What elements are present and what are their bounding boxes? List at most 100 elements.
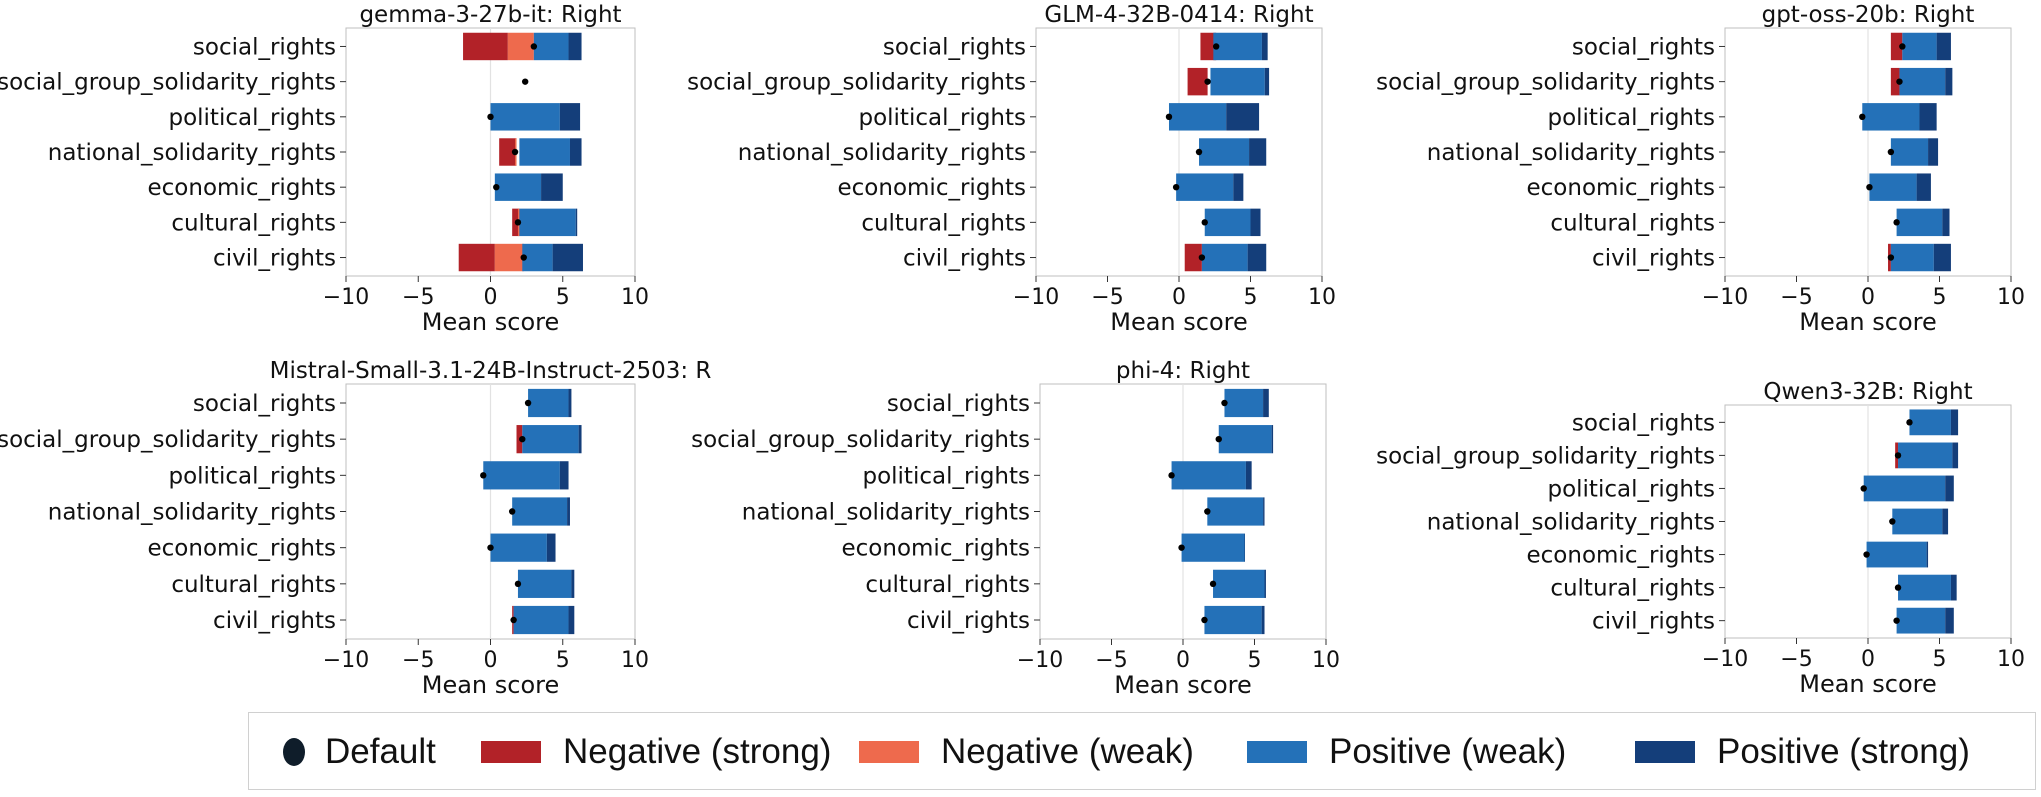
bar-positive-weak bbox=[1207, 497, 1264, 526]
legend-label-negative-strong: Negative (strong) bbox=[563, 732, 832, 771]
bar-positive-weak bbox=[533, 32, 569, 61]
default-point bbox=[510, 616, 517, 624]
default-point bbox=[1893, 617, 1900, 624]
bar-positive-strong bbox=[1263, 388, 1269, 418]
legend-label-negative-weak: Negative (weak) bbox=[941, 732, 1194, 771]
x-axis-label: Mean score bbox=[422, 308, 560, 336]
category-tick-label: social_group_solidarity_rights bbox=[0, 70, 336, 96]
category-tick-label: civil_rights bbox=[1592, 246, 1715, 272]
bar-positive-strong bbox=[1919, 103, 1937, 131]
bar-positive-strong bbox=[569, 138, 582, 166]
category-tick-label: social_rights bbox=[193, 34, 336, 60]
legend-item-positive-strong: Positive (strong) bbox=[1635, 713, 1970, 791]
bar-positive-weak bbox=[512, 497, 568, 526]
category-tick-label: political_rights bbox=[1547, 105, 1715, 131]
negative-strong-swatch bbox=[481, 741, 541, 763]
x-tick-label: 0 bbox=[1172, 285, 1186, 310]
chart-title: gpt-oss-20b: Right bbox=[1762, 2, 1975, 28]
bar-positive-weak bbox=[1890, 243, 1934, 272]
bar-positive-strong bbox=[559, 461, 569, 490]
bar-positive-strong bbox=[1916, 173, 1931, 201]
default-point bbox=[493, 183, 500, 191]
bar-positive-weak bbox=[490, 103, 560, 131]
x-tick-label: −10 bbox=[1702, 285, 1748, 310]
legend-item-default: Default bbox=[283, 713, 436, 791]
default-point bbox=[1215, 435, 1222, 443]
category-tick-label: social_rights bbox=[883, 34, 1026, 60]
default-point bbox=[487, 544, 494, 551]
default-point bbox=[1887, 148, 1895, 156]
bar-positive-strong bbox=[568, 605, 575, 635]
bar-positive-weak bbox=[517, 569, 572, 598]
bar-negative-strong bbox=[1890, 32, 1903, 61]
legend-label-default: Default bbox=[325, 732, 436, 771]
bar-positive-strong bbox=[568, 388, 572, 418]
category-tick-label: national_solidarity_rights bbox=[1427, 140, 1715, 166]
x-tick-label: 5 bbox=[1244, 285, 1258, 310]
bar-positive-strong bbox=[552, 243, 583, 272]
default-point bbox=[519, 435, 526, 443]
bar-positive-weak bbox=[1199, 138, 1250, 166]
default-point bbox=[508, 508, 516, 515]
x-tick-label: 10 bbox=[1997, 647, 2025, 672]
chart-panel: phi-4: Right social_rights social_group_so… bbox=[691, 358, 1340, 699]
default-point bbox=[524, 399, 532, 407]
x-tick-label: 10 bbox=[621, 285, 649, 310]
bar-positive-weak bbox=[1204, 208, 1251, 237]
bar-negative-strong bbox=[1187, 67, 1208, 96]
bar-positive-strong bbox=[1928, 138, 1939, 166]
bar-positive-strong bbox=[546, 533, 556, 562]
category-tick-label: social_rights bbox=[1572, 410, 1715, 436]
bar-positive-strong bbox=[1926, 541, 1929, 568]
bar-positive-weak bbox=[1201, 243, 1248, 272]
category-tick-label: economic_rights bbox=[842, 536, 1030, 562]
default-point bbox=[1859, 113, 1866, 121]
x-tick-label: 10 bbox=[1312, 648, 1340, 673]
bar-negative-strong bbox=[458, 243, 495, 272]
bar-positive-strong bbox=[1936, 32, 1951, 61]
bar-positive-weak bbox=[1899, 67, 1946, 96]
category-tick-label: cultural_rights bbox=[1550, 210, 1715, 236]
bar-positive-weak bbox=[1869, 173, 1917, 201]
default-point bbox=[1178, 544, 1185, 551]
bar-positive-strong bbox=[571, 569, 575, 598]
x-tick-label: −5 bbox=[1091, 285, 1123, 310]
default-dot-icon bbox=[283, 738, 305, 766]
bar-positive-weak bbox=[483, 461, 560, 490]
bar-positive-strong bbox=[1226, 103, 1260, 131]
bar-positive-strong bbox=[568, 32, 582, 61]
category-tick-label: civil_rights bbox=[213, 608, 336, 634]
default-point bbox=[511, 148, 519, 156]
x-tick-label: 10 bbox=[621, 648, 649, 673]
category-tick-label: political_rights bbox=[1547, 476, 1715, 502]
default-point bbox=[1201, 616, 1208, 624]
x-tick-label: −5 bbox=[402, 648, 434, 673]
bar-positive-strong bbox=[567, 497, 570, 526]
bar-positive-weak bbox=[519, 208, 576, 237]
x-tick-label: −10 bbox=[323, 285, 369, 310]
default-point bbox=[1906, 419, 1913, 426]
default-point bbox=[1894, 584, 1902, 591]
category-tick-label: social_group_solidarity_rights bbox=[0, 427, 336, 453]
bar-positive-strong bbox=[1247, 243, 1267, 272]
bar-positive-weak bbox=[1176, 173, 1234, 201]
default-point bbox=[520, 254, 527, 261]
default-point bbox=[1172, 183, 1180, 191]
bar-positive-weak bbox=[1213, 569, 1265, 598]
bar-positive-weak bbox=[1210, 67, 1265, 96]
bar-positive-strong bbox=[1945, 475, 1954, 502]
bar-negative-strong bbox=[1890, 67, 1900, 96]
default-point bbox=[1204, 78, 1211, 85]
bar-positive-strong bbox=[1264, 569, 1266, 598]
x-tick-label: 5 bbox=[1248, 648, 1262, 673]
bar-positive-strong bbox=[1250, 208, 1261, 237]
category-tick-label: social_rights bbox=[887, 391, 1030, 417]
chart-panel: gpt-oss-20b: Right social_rights social_gr… bbox=[1376, 2, 2025, 336]
bar-positive-strong bbox=[1945, 67, 1953, 96]
bar-positive-weak bbox=[1890, 138, 1929, 166]
bar-positive-weak bbox=[1862, 103, 1920, 131]
default-point bbox=[530, 43, 538, 50]
category-tick-label: economic_rights bbox=[148, 175, 336, 201]
x-axis-label: Mean score bbox=[1799, 670, 1937, 698]
charts-figure: gemma-3-27b-it: Rightsocial_rightssocial… bbox=[0, 2, 2025, 699]
